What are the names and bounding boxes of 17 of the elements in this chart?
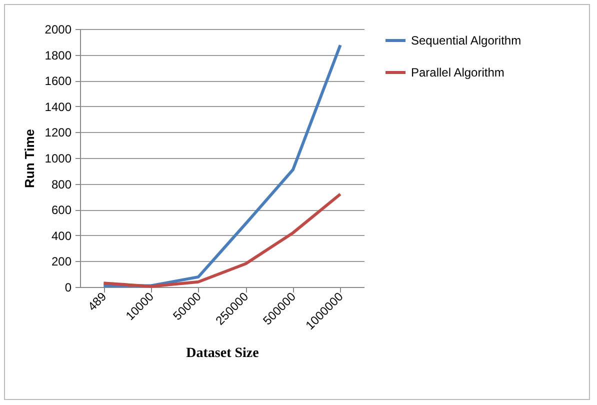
- y-tick-label: 800: [51, 177, 72, 192]
- y-tick-label: 2000: [44, 22, 72, 36]
- y-tick-label: 600: [51, 203, 72, 218]
- y-tick-label: 1200: [44, 126, 72, 140]
- line-series: [102, 192, 342, 288]
- y-tick-label: 1400: [44, 100, 72, 114]
- legend-label: Sequential Algorithm: [411, 34, 522, 48]
- y-tick-label: 0: [64, 280, 72, 294]
- y-tick-label: 1000: [44, 152, 72, 166]
- x-tick-label: 489: [85, 289, 110, 314]
- y-tick-label: 1800: [44, 48, 72, 62]
- x-axis-title: Dataset Size: [186, 346, 259, 361]
- y-tick-label: 200: [51, 254, 72, 269]
- y-tick-label: 400: [51, 228, 72, 243]
- legend-label: Parallel Algorithm: [411, 66, 504, 80]
- y-tick-label: 1600: [44, 74, 72, 88]
- y-axis-title: Run Time: [22, 129, 37, 188]
